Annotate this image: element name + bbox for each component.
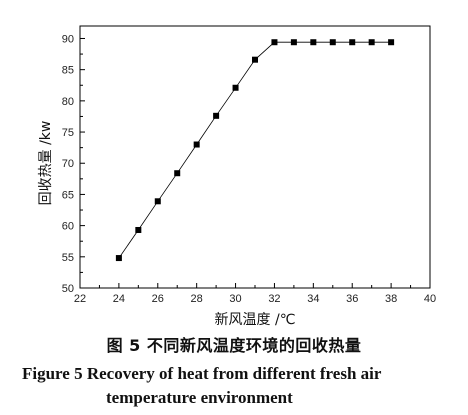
data-point (213, 112, 220, 119)
data-point (271, 39, 278, 46)
data-point (329, 39, 336, 46)
x-tick-label: 30 (229, 293, 241, 305)
y-tick-label: 65 (62, 189, 74, 201)
x-tick-label: 34 (307, 293, 319, 305)
x-tick-label: 24 (113, 293, 125, 305)
data-point (310, 39, 317, 46)
x-tick-label: 28 (191, 293, 203, 305)
y-tick-label: 60 (62, 221, 74, 233)
y-tick-label: 90 (62, 33, 74, 45)
y-tick-label: 70 (62, 158, 74, 170)
data-point (193, 141, 200, 148)
x-tick-label: 38 (385, 293, 397, 305)
y-tick-label: 55 (62, 252, 74, 264)
data-point (115, 255, 122, 262)
figure-caption-chinese: 图 5 不同新风温度环境的回收热量 (106, 336, 362, 355)
y-tick-label: 80 (62, 96, 74, 108)
data-point (154, 198, 161, 205)
y-tick-label: 75 (62, 127, 74, 139)
series-line (118, 41, 392, 259)
data-point (368, 39, 375, 46)
plot-frame (79, 25, 431, 289)
y-tick-label: 50 (62, 283, 74, 295)
x-tick-label: 22 (74, 293, 86, 305)
x-tick-label: 40 (424, 293, 436, 305)
caption-en-line2: temperature environment (106, 388, 293, 407)
data-point (290, 39, 297, 46)
caption-en-line1: Figure 5 Recovery of heat from different… (22, 364, 382, 383)
data-point (174, 170, 181, 177)
x-axis: 22 24 26 28 30 32 34 36 38 40 (74, 283, 436, 305)
y-axis-label: 回收热量 /kw (38, 121, 54, 206)
data-point (135, 226, 142, 233)
data-point (232, 84, 239, 91)
data-point (349, 39, 356, 46)
x-tick-label: 26 (152, 293, 164, 305)
figure-caption-english: Figure 5 Recovery of heat from different… (22, 362, 452, 410)
x-tick-label: 36 (346, 293, 358, 305)
y-axis: 50 55 60 65 70 75 80 85 90 (62, 33, 85, 295)
plot-area (79, 25, 431, 289)
y-tick-label: 85 (62, 65, 74, 77)
data-point (388, 39, 395, 46)
data-point (252, 56, 258, 63)
chart: 22 24 26 28 30 32 34 36 38 40 505560657075808590 … (38, 25, 436, 328)
x-tick-label: 32 (268, 293, 280, 305)
x-axis-label: 新风温度 /℃ (215, 312, 296, 328)
